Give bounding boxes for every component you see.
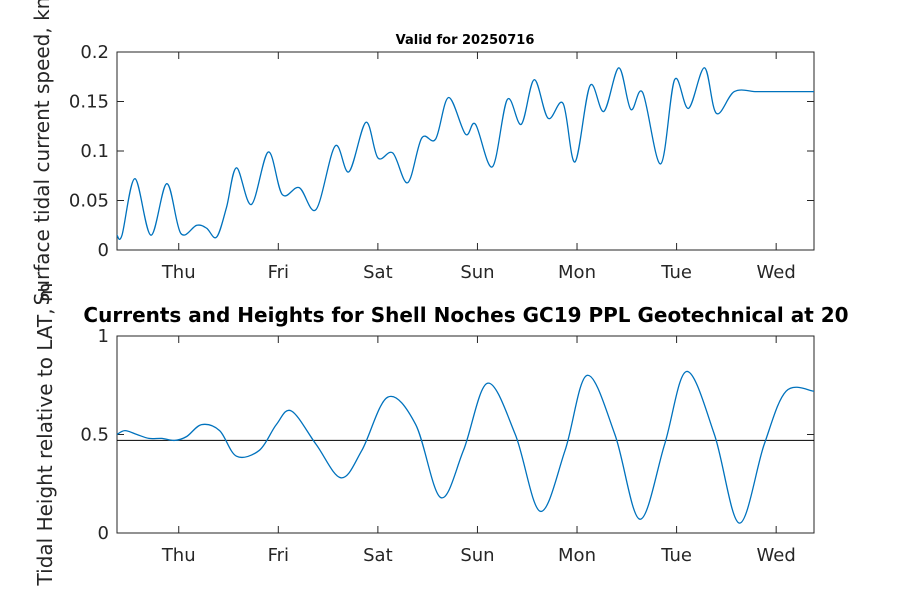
x-tick-label: Mon <box>558 545 596 566</box>
top-y-axis-label: Surface tidal current speed, kn <box>30 0 54 305</box>
x-tick-label: Mon <box>558 262 596 283</box>
x-tick-label: Sat <box>363 545 393 566</box>
x-ticks-top: Thu Fri Sat Sun Mon Tue Wed <box>161 52 796 283</box>
tidal-height-line <box>116 370 815 524</box>
bottom-y-axis-label: Tidal Height relative to LAT, m <box>33 283 57 587</box>
x-tick-label: Tue <box>660 262 692 283</box>
y-tick-label: 0.15 <box>69 92 109 113</box>
x-tick-label: Thu <box>161 262 196 283</box>
y-ticks-top: 0 0.05 0.1 0.15 0.2 <box>69 42 814 261</box>
y-tick-label: 0.05 <box>69 191 109 212</box>
x-tick-label: Sun <box>460 545 494 566</box>
x-tick-label: Wed <box>757 545 796 566</box>
top-chart-title: Valid for 20250716 <box>396 33 535 48</box>
y-tick-label: 0.2 <box>80 42 109 63</box>
y-tick-label: 0.5 <box>80 425 109 446</box>
current-speed-line <box>116 67 814 240</box>
y-tick-label: 0 <box>98 240 109 261</box>
y-tick-label: 1 <box>98 326 109 347</box>
y-tick-label: 0 <box>98 523 109 544</box>
x-tick-label: Fri <box>268 262 289 283</box>
x-tick-label: Thu <box>161 545 196 566</box>
x-tick-label: Sun <box>460 262 494 283</box>
current-speed-panel: 0 0.05 0.1 0.15 0.2 Thu Fri Sat Sun Mon Tue Wed Va… <box>30 0 815 305</box>
bottom-chart-title: Currents and Heights for Shell Noches GC… <box>83 303 848 327</box>
x-tick-label: Wed <box>757 262 796 283</box>
plot-area-bottom <box>116 335 815 534</box>
x-tick-label: Fri <box>268 545 289 566</box>
x-tick-label: Tue <box>660 545 692 566</box>
x-ticks-bottom: Thu Fri Sat Sun Mon Tue Wed <box>161 336 796 566</box>
y-tick-label: 0.1 <box>80 141 109 162</box>
x-tick-label: Sat <box>363 262 393 283</box>
tidal-height-panel: 0 0.5 1 Thu Fri Sat Sun Mon Tue Wed Tidal Height… <box>33 283 849 587</box>
